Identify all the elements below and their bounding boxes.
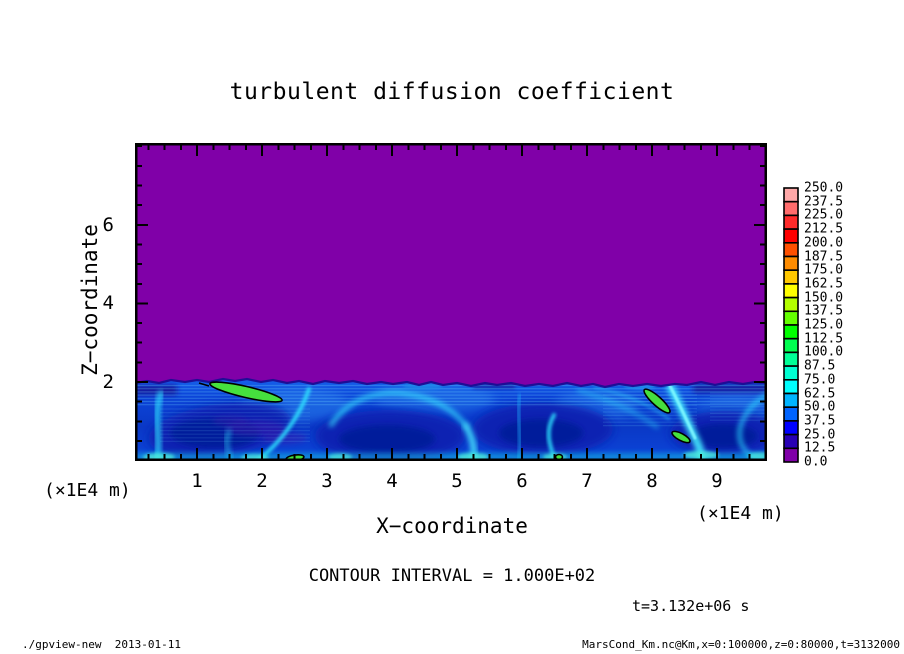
colorbar-cell xyxy=(783,447,799,463)
colorbar-tick-label: 50.0 xyxy=(804,399,836,415)
footer-data-source: MarsCond_Km.nc@Km,x=0:100000,z=0:80000,t… xyxy=(582,638,900,651)
colorbar-tick-label: 250.0 xyxy=(804,180,844,196)
colorbar xyxy=(783,187,799,463)
colorbar-cell xyxy=(783,433,799,450)
colorbar-cell xyxy=(783,365,799,381)
x-tick-label: 2 xyxy=(256,470,268,492)
colorbar-cell xyxy=(783,269,799,285)
y-tick-label: 6 xyxy=(102,213,114,236)
colorbar-tick-label: 125.0 xyxy=(804,317,844,333)
colorbar-tick-label: 75.0 xyxy=(804,372,836,388)
boundary-layer-band xyxy=(135,376,767,461)
colorbar-cell xyxy=(783,255,799,271)
contour-interval-note: CONTOUR INTERVAL = 1.000E+02 xyxy=(308,566,596,586)
y-axis-unit-label: (×1E4 m) xyxy=(44,480,131,501)
inversion-interface-line xyxy=(135,377,767,389)
colorbar-cell xyxy=(783,337,799,354)
colorbar-cell xyxy=(783,420,799,436)
colorbar-cell xyxy=(783,406,799,422)
colorbar-cell xyxy=(783,296,799,313)
colorbar-cell xyxy=(783,351,799,367)
colorbar-cell xyxy=(783,310,799,326)
colorbar-tick-label: 225.0 xyxy=(804,207,844,223)
colorbar-tick-label: 137.5 xyxy=(804,303,844,319)
chart-title: turbulent diffusion coefficient xyxy=(229,79,675,105)
colorbar-cell xyxy=(783,200,799,217)
colorbar-tick-label: 162.5 xyxy=(804,276,844,292)
colorbar-cell xyxy=(783,228,799,244)
x-tick-label: 4 xyxy=(386,470,398,492)
colorbar-cell xyxy=(783,324,799,340)
x-axis-label: X−coordinate xyxy=(376,514,528,538)
colorbar-cell xyxy=(783,241,799,258)
field-region-above-boundary-layer xyxy=(135,143,767,387)
colorbar-tick-label: 200.0 xyxy=(804,235,844,251)
x-tick-label: 3 xyxy=(321,470,333,492)
x-tick-label: 8 xyxy=(646,470,658,492)
x-tick-label: 1 xyxy=(191,470,203,492)
x-tick-label: 7 xyxy=(581,470,593,492)
colorbar-cell xyxy=(783,392,799,408)
y-tick-label: 2 xyxy=(102,371,114,393)
colorbar-tick-label: 237.5 xyxy=(804,194,844,210)
heatmap-plot xyxy=(135,143,767,461)
footer-tool-version: ./gpview-new 2013-01-11 xyxy=(22,638,181,651)
colorbar-tick-label: 150.0 xyxy=(804,290,844,306)
x-tick-label: 5 xyxy=(451,470,463,492)
x-tick-label: 9 xyxy=(711,470,723,492)
colorbar-tick-label: 187.5 xyxy=(804,249,844,264)
colorbar-tick-label: 37.5 xyxy=(804,413,836,429)
colorbar-tick-label: 112.5 xyxy=(804,331,844,347)
colorbar-cell xyxy=(783,283,799,299)
y-tick-label: 4 xyxy=(102,292,114,315)
x-axis-unit-label: (×1E4 m) xyxy=(697,503,784,524)
colorbar-cell xyxy=(783,379,799,395)
colorbar-tick-label: 100.0 xyxy=(804,344,844,360)
colorbar-tick-label: 175.0 xyxy=(804,262,844,278)
colorbar-cell xyxy=(783,214,799,230)
colorbar-tick-label: 87.5 xyxy=(804,358,836,374)
colorbar-tick-label: 0.0 xyxy=(804,454,828,470)
colorbar-tick-label: 12.5 xyxy=(804,440,836,456)
x-tick-label: 6 xyxy=(516,470,528,492)
colorbar-cell xyxy=(783,187,799,203)
colorbar-tick-label: 62.5 xyxy=(804,386,836,401)
time-annotation: t=3.132e+06 s xyxy=(632,597,750,615)
colorbar-tick-label: 25.0 xyxy=(804,427,836,443)
plot-frame xyxy=(135,143,767,461)
colorbar-tick-label: 212.5 xyxy=(804,221,844,237)
